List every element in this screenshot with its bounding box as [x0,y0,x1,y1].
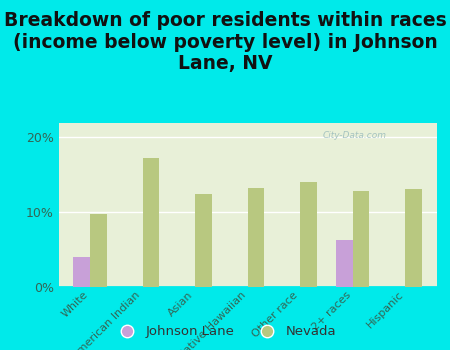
Bar [352,191,369,287]
Legend: Johnson Lane, Nevada: Johnson Lane, Nevada [108,320,342,343]
Bar [248,188,264,287]
Bar [336,240,352,287]
Text: City-Data.com: City-Data.com [323,131,387,140]
Bar [405,189,422,287]
Bar [73,257,90,287]
Bar [90,214,107,287]
Text: Breakdown of poor residents within races
(income below poverty level) in Johnson: Breakdown of poor residents within races… [4,10,446,74]
Bar [300,182,317,287]
Bar [143,159,159,287]
Bar [195,194,212,287]
